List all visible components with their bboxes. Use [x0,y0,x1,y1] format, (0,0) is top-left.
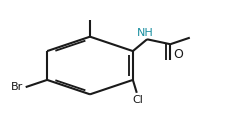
Text: Cl: Cl [133,95,143,105]
Text: Br: Br [11,82,23,92]
Text: NH: NH [136,28,153,38]
Text: O: O [173,48,183,61]
